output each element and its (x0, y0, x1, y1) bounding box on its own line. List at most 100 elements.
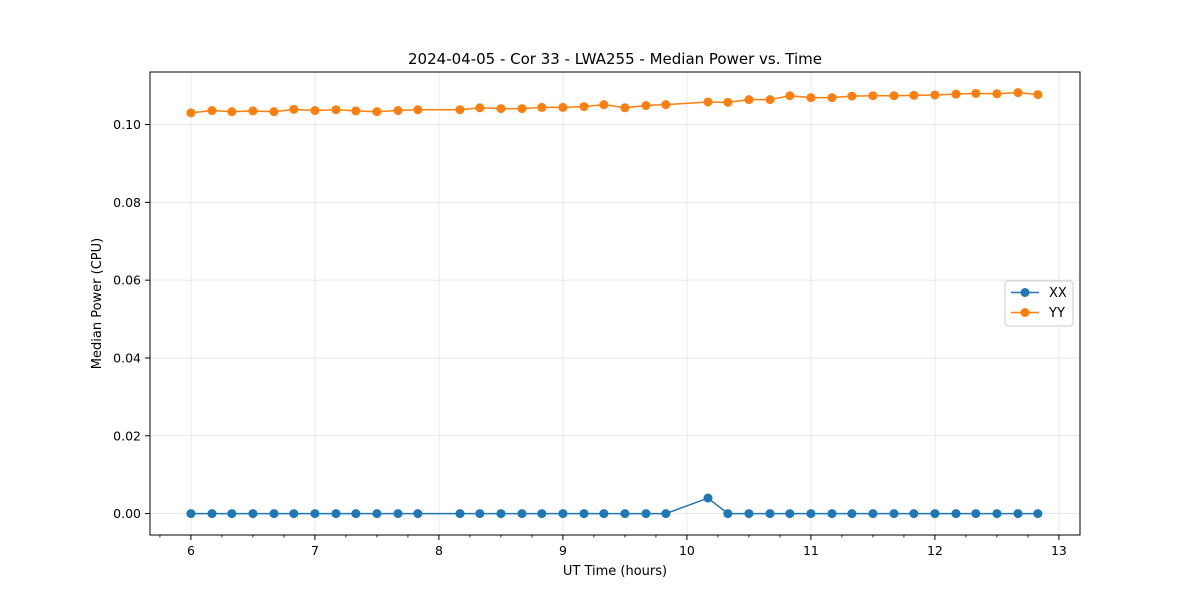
data-point-yy (868, 91, 878, 101)
data-point-yy (599, 100, 609, 110)
plot-frame (149, 71, 1081, 536)
data-point-xx (806, 509, 816, 519)
data-point-yy (310, 106, 320, 116)
x-tick-label: 9 (559, 543, 567, 558)
data-point-xx (661, 509, 671, 519)
data-point-yy (785, 91, 795, 101)
data-point-yy (641, 100, 651, 110)
data-point-xx (558, 509, 568, 519)
x-tick-label: 6 (187, 543, 195, 558)
legend: XX YY (1004, 280, 1074, 327)
data-point-yy (1013, 88, 1023, 98)
data-point-yy (558, 102, 568, 112)
data-point-yy (889, 91, 899, 101)
data-point-xx (331, 509, 341, 519)
data-point-xx (847, 509, 857, 519)
data-point-yy (372, 107, 382, 117)
data-point-xx (496, 509, 506, 519)
data-point-xx (723, 509, 733, 519)
data-point-xx (703, 493, 713, 503)
data-point-xx (393, 509, 403, 519)
y-axis: 0.00 0.02 0.04 0.06 0.08 0.10 (113, 117, 150, 521)
data-point-yy (661, 100, 671, 110)
data-point-yy (620, 103, 630, 113)
data-point-xx (951, 509, 961, 519)
data-point-yy (475, 103, 485, 113)
data-point-yy (1033, 90, 1043, 100)
series-line-xx (190, 497, 1038, 515)
data-point-xx (599, 509, 609, 519)
data-point-xx (868, 509, 878, 519)
data-point-xx (455, 509, 465, 519)
data-point-yy (579, 102, 589, 112)
x-tick-label: 7 (311, 543, 319, 558)
series-layer (186, 88, 1043, 519)
chart-title: 2024-04-05 - Cor 33 - LWA255 - Median Po… (408, 50, 822, 68)
y-axis-label: Median Power (CPU) (90, 238, 105, 369)
data-point-xx (537, 509, 547, 519)
data-point-xx (765, 509, 775, 519)
legend-label-xx: XX (1049, 286, 1067, 301)
data-point-xx (227, 509, 237, 519)
data-point-xx (992, 509, 1002, 519)
data-point-yy (537, 102, 547, 112)
data-point-yy (723, 97, 733, 107)
y-tick-label: 0.08 (113, 195, 141, 210)
series-line-yy (190, 91, 1038, 114)
data-point-yy (331, 105, 341, 115)
data-point-xx (475, 509, 485, 519)
data-point-xx (351, 509, 361, 519)
data-point-xx (1033, 509, 1043, 519)
legend-marker-yy (1020, 308, 1030, 317)
data-point-xx (971, 509, 981, 519)
x-tick-label: 12 (927, 543, 943, 558)
data-point-yy (703, 97, 713, 107)
data-point-yy (806, 93, 816, 103)
data-point-yy (269, 107, 279, 117)
data-point-yy (517, 104, 527, 114)
data-point-xx (413, 509, 423, 519)
x-tick-label: 11 (803, 543, 819, 558)
data-point-xx (186, 509, 196, 519)
data-point-yy (413, 105, 423, 115)
x-axis: 6 7 8 9 10 11 12 13 (159, 535, 1067, 558)
data-point-xx (641, 509, 651, 519)
data-point-yy (455, 105, 465, 115)
data-point-yy (393, 106, 403, 116)
data-point-yy (992, 89, 1002, 99)
data-point-yy (930, 90, 940, 100)
data-point-yy (847, 91, 857, 101)
data-point-yy (496, 104, 506, 114)
data-point-xx (827, 509, 837, 519)
data-point-xx (785, 509, 795, 519)
data-point-xx (269, 509, 279, 519)
y-tick-label: 0.00 (113, 506, 141, 521)
data-point-xx (620, 509, 630, 519)
x-axis-label: UT Time (hours) (563, 564, 667, 579)
data-point-xx (889, 509, 899, 519)
data-point-yy (827, 93, 837, 103)
y-tick-label: 0.06 (113, 273, 141, 288)
y-tick-label: 0.02 (113, 428, 141, 443)
data-point-yy (351, 106, 361, 116)
x-tick-label: 8 (435, 543, 443, 558)
data-point-xx (1013, 509, 1023, 519)
x-tick-label: 13 (1051, 543, 1067, 558)
data-point-xx (517, 509, 527, 519)
data-point-xx (579, 509, 589, 519)
y-tick-label: 0.04 (113, 350, 141, 365)
data-point-yy (909, 90, 919, 100)
data-point-yy (227, 107, 237, 117)
data-point-xx (289, 509, 299, 519)
data-point-yy (971, 88, 981, 98)
data-point-xx (909, 509, 919, 519)
legend-label-yy: YY (1048, 306, 1065, 321)
y-tick-label: 0.10 (113, 117, 141, 132)
data-point-yy (207, 106, 217, 116)
legend-marker-xx (1020, 288, 1030, 297)
data-point-xx (207, 509, 217, 519)
data-point-yy (186, 108, 196, 118)
data-point-xx (248, 509, 258, 519)
